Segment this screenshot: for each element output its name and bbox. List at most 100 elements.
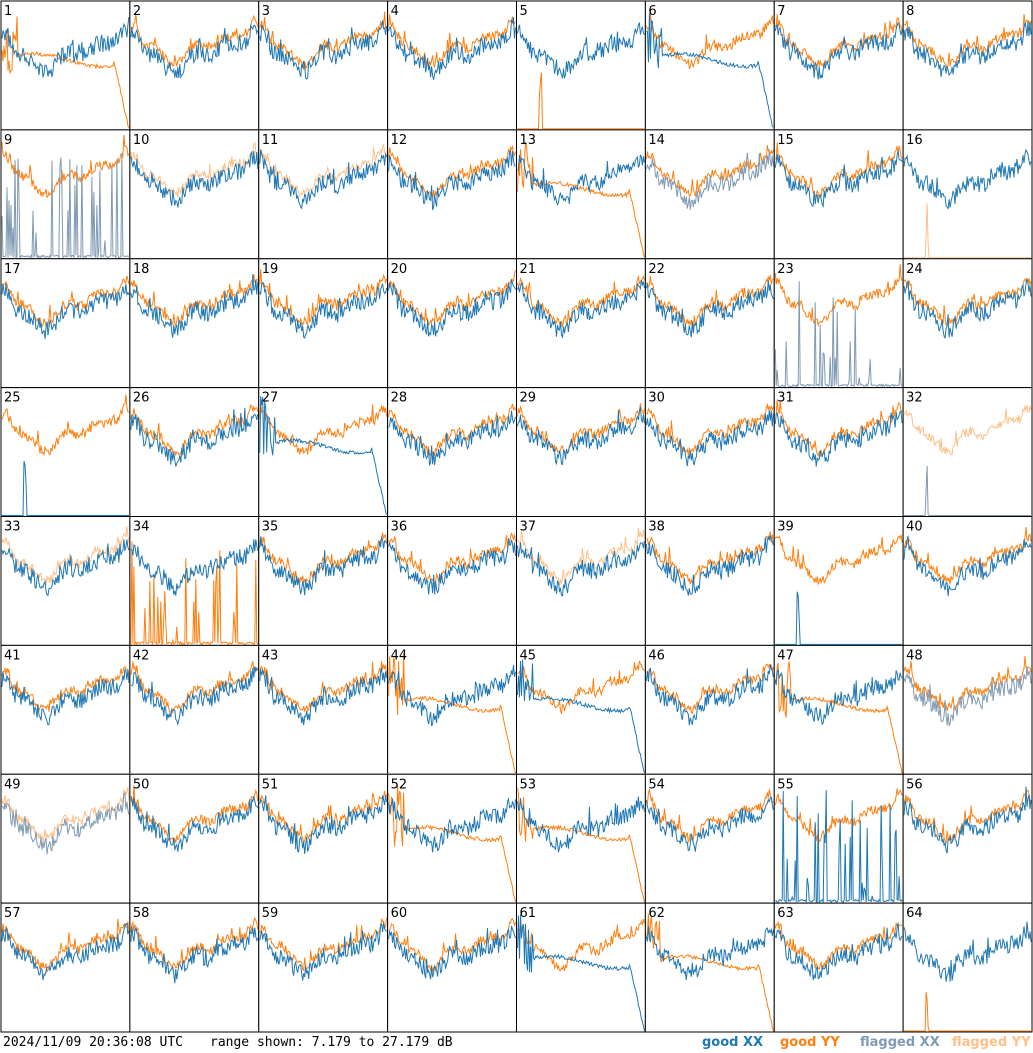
antenna-tile-41: 41 xyxy=(0,644,131,775)
tile-label: 19 xyxy=(262,262,279,277)
series-yy-9 xyxy=(1,134,130,199)
tile-frame xyxy=(387,387,517,517)
tile-label: 34 xyxy=(133,520,150,535)
tile-frame xyxy=(387,516,517,646)
tile-label: 47 xyxy=(777,648,794,663)
antenna-tile-7: 7 xyxy=(773,0,904,131)
antenna-tile-22: 22 xyxy=(644,258,775,389)
tile-label: 22 xyxy=(648,262,665,277)
antenna-tile-45: 45 xyxy=(516,644,646,775)
tile-frame xyxy=(0,129,131,260)
antenna-tile-14: 14 xyxy=(644,129,775,260)
tile-label: 27 xyxy=(262,391,279,406)
tile-label: 15 xyxy=(777,133,794,148)
tile-frame xyxy=(773,902,904,1033)
antenna-tile-29: 29 xyxy=(516,387,646,517)
antenna-tile-54: 54 xyxy=(644,773,775,904)
antenna-tile-56: 56 xyxy=(902,773,1033,904)
antenna-tile-40: 40 xyxy=(902,516,1033,646)
series-xx-29 xyxy=(517,406,645,466)
tile-frame xyxy=(516,773,646,904)
antenna-tile-1: 1 xyxy=(0,0,131,131)
series-yy-49 xyxy=(1,786,130,844)
series-yy-13 xyxy=(517,141,645,258)
tile-label: 35 xyxy=(262,520,279,535)
series-xx-21 xyxy=(517,279,645,339)
series-xx-13 xyxy=(517,154,645,206)
series-xx-12 xyxy=(388,149,516,211)
series-xx-45 xyxy=(517,659,645,773)
series-xx-22 xyxy=(645,279,774,338)
series-yy-17 xyxy=(1,275,130,328)
series-xx-38 xyxy=(645,534,774,596)
tile-label: 20 xyxy=(391,262,408,277)
tile-label: 23 xyxy=(777,262,794,277)
tile-label: 46 xyxy=(648,648,665,663)
series-yy-24 xyxy=(903,277,1032,327)
series-xx-35 xyxy=(259,535,387,596)
antenna-tile-30: 30 xyxy=(644,387,775,517)
tile-frame xyxy=(773,258,904,389)
tile-frame xyxy=(0,258,131,389)
tile-frame xyxy=(902,644,1033,775)
series-xx-27 xyxy=(259,396,388,515)
tile-frame xyxy=(258,129,389,260)
series-xx-49 xyxy=(1,791,130,855)
tile-frame xyxy=(902,516,1033,646)
tile-frame xyxy=(644,773,775,904)
series-yy-16 xyxy=(904,203,1031,259)
tile-frame xyxy=(644,644,775,775)
antenna-tile-11: 11 xyxy=(258,129,389,260)
tile-frame xyxy=(0,516,131,646)
tile-frame xyxy=(258,644,389,775)
antenna-tile-42: 42 xyxy=(129,644,260,775)
series-xx-25 xyxy=(2,460,129,516)
antenna-tile-26: 26 xyxy=(129,387,260,517)
antenna-tile-50: 50 xyxy=(129,773,260,904)
tile-label: 49 xyxy=(4,777,21,792)
tile-label: 53 xyxy=(520,777,537,792)
tile-label: 6 xyxy=(648,4,656,19)
antenna-tile-59: 59 xyxy=(258,902,389,1033)
tile-frame xyxy=(129,129,260,260)
antenna-tile-63: 63 xyxy=(773,902,904,1033)
antenna-tile-16: 16 xyxy=(902,129,1033,260)
series-yy-25 xyxy=(1,394,130,457)
series-yy-19 xyxy=(259,269,388,327)
series-yy-45 xyxy=(517,660,645,714)
series-xx-52 xyxy=(388,797,516,853)
tile-label: 62 xyxy=(648,906,665,921)
series-yy-8 xyxy=(903,14,1032,69)
tile-frame xyxy=(644,129,775,260)
tile-label: 50 xyxy=(133,777,150,792)
antenna-tile-34: 34 xyxy=(129,516,260,646)
series-yy-62 xyxy=(645,913,774,1032)
tile-label: 16 xyxy=(906,133,923,148)
antenna-tile-5: 5 xyxy=(516,0,646,131)
antenna-tile-58: 58 xyxy=(129,902,260,1033)
antenna-tile-2: 2 xyxy=(129,0,260,131)
series-xx-18 xyxy=(130,274,259,338)
series-xx-50 xyxy=(130,796,259,852)
tile-label: 52 xyxy=(391,777,408,792)
antenna-tile-31: 31 xyxy=(773,387,904,517)
antenna-tile-13: 13 xyxy=(516,129,646,260)
tile-frame xyxy=(516,129,646,260)
tile-label: 45 xyxy=(520,648,537,663)
antenna-tile-36: 36 xyxy=(387,516,517,646)
antenna-tile-35: 35 xyxy=(258,516,389,646)
series-xx-1 xyxy=(1,17,130,78)
series-yy-57 xyxy=(1,918,130,974)
series-xx-55 xyxy=(775,790,903,904)
antenna-tile-38: 38 xyxy=(644,516,775,646)
series-yy-30 xyxy=(646,402,774,456)
tile-frame xyxy=(387,129,517,260)
tile-frame xyxy=(0,387,131,517)
tile-label: 54 xyxy=(648,777,665,792)
series-yy-53 xyxy=(517,787,645,903)
antenna-tile-62: 62 xyxy=(644,902,775,1033)
series-yy-22 xyxy=(645,275,774,328)
tile-frame xyxy=(516,0,646,131)
series-xx-5 xyxy=(517,22,645,79)
